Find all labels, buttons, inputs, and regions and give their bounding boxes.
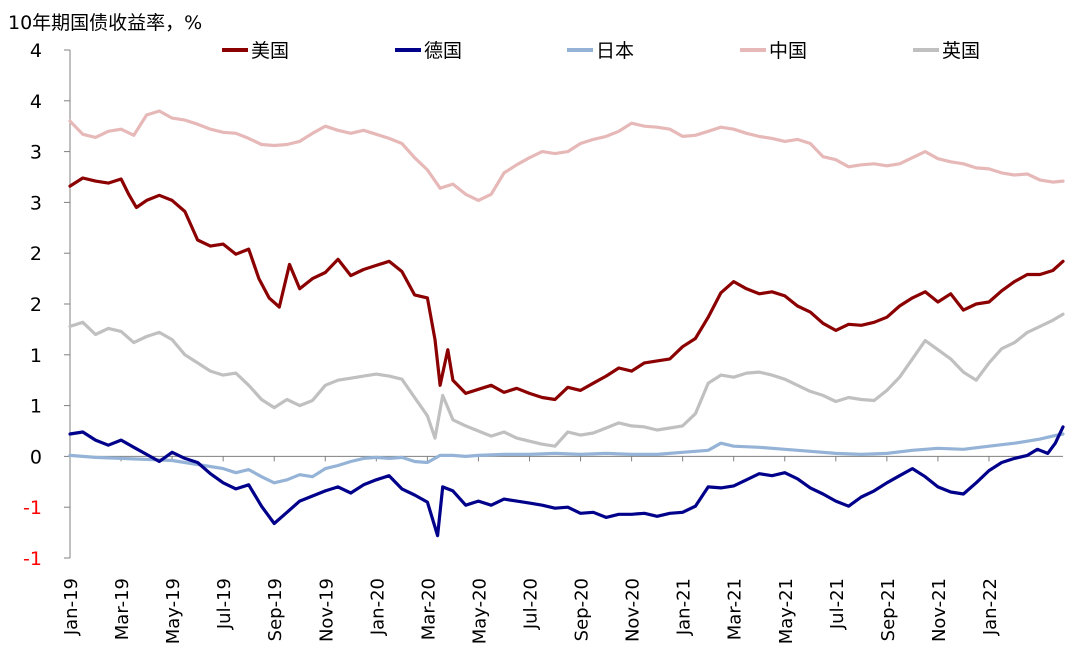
x-tick-label: Nov-20 [623, 578, 644, 642]
legend-swatch [913, 47, 939, 52]
series-line-3 [68, 109, 1065, 202]
series-line-1 [68, 425, 1065, 538]
legend-item: 中国 [740, 36, 807, 63]
x-tick-label: Sep-20 [572, 578, 593, 641]
x-tick-label: Jul-21 [827, 578, 848, 630]
x-tick-label: Mar-19 [112, 578, 133, 640]
x-tick-label: Jan-22 [980, 578, 1001, 636]
legend-label: 中国 [769, 40, 808, 62]
x-tick-label: Jan-21 [674, 578, 695, 636]
legend-swatch [740, 47, 766, 52]
x-tick-label: Nov-19 [316, 578, 337, 642]
y-tick-label: 3 [30, 142, 42, 164]
y-tick-label: 2 [30, 294, 42, 316]
x-tick-label: Jul-20 [520, 578, 541, 630]
series-line-0 [68, 176, 1065, 402]
legend-item: 日本 [567, 36, 634, 63]
x-tick-label: Sep-19 [265, 578, 286, 641]
series-line-2 [68, 432, 1065, 485]
x-tick-label: May-20 [469, 578, 490, 644]
series-line-4 [68, 312, 1065, 448]
x-tick-label: Jan-20 [367, 578, 388, 636]
legend-label: 日本 [596, 40, 635, 62]
x-tick-label: Jul-19 [214, 578, 235, 630]
legend-swatch [222, 47, 248, 52]
x-tick-label: May-19 [163, 578, 184, 644]
x-tick-label: May-21 [776, 578, 797, 644]
legend-label: 英国 [942, 40, 981, 62]
y-tick-label: 1 [30, 396, 42, 418]
y-tick-label: 1 [30, 345, 42, 367]
x-tick-label: Sep-21 [878, 578, 899, 641]
y-tick-label: 0 [30, 446, 42, 468]
y-tick-label: 4 [30, 91, 42, 113]
legend-label: 德国 [424, 40, 463, 62]
x-tick-label: Mar-20 [418, 578, 439, 640]
legend-label: 美国 [251, 40, 290, 62]
y-tick-label: -1 [23, 497, 42, 519]
y-tick-label: 4 [30, 40, 42, 62]
legend-item: 德国 [395, 36, 462, 63]
x-tick-label: Nov-21 [929, 578, 950, 642]
chart-title: 10年期国债收益率，% [8, 12, 203, 34]
x-tick-label: Mar-21 [725, 578, 746, 640]
legend-item: 美国 [222, 36, 289, 63]
legend-swatch [567, 47, 593, 52]
x-tick-label: Jan-19 [61, 578, 82, 636]
y-tick-label: -1 [23, 548, 42, 570]
y-tick-label: 3 [30, 192, 42, 214]
legend-swatch [395, 47, 421, 52]
y-tick-label: 2 [30, 243, 42, 265]
legend-item: 英国 [913, 36, 980, 63]
